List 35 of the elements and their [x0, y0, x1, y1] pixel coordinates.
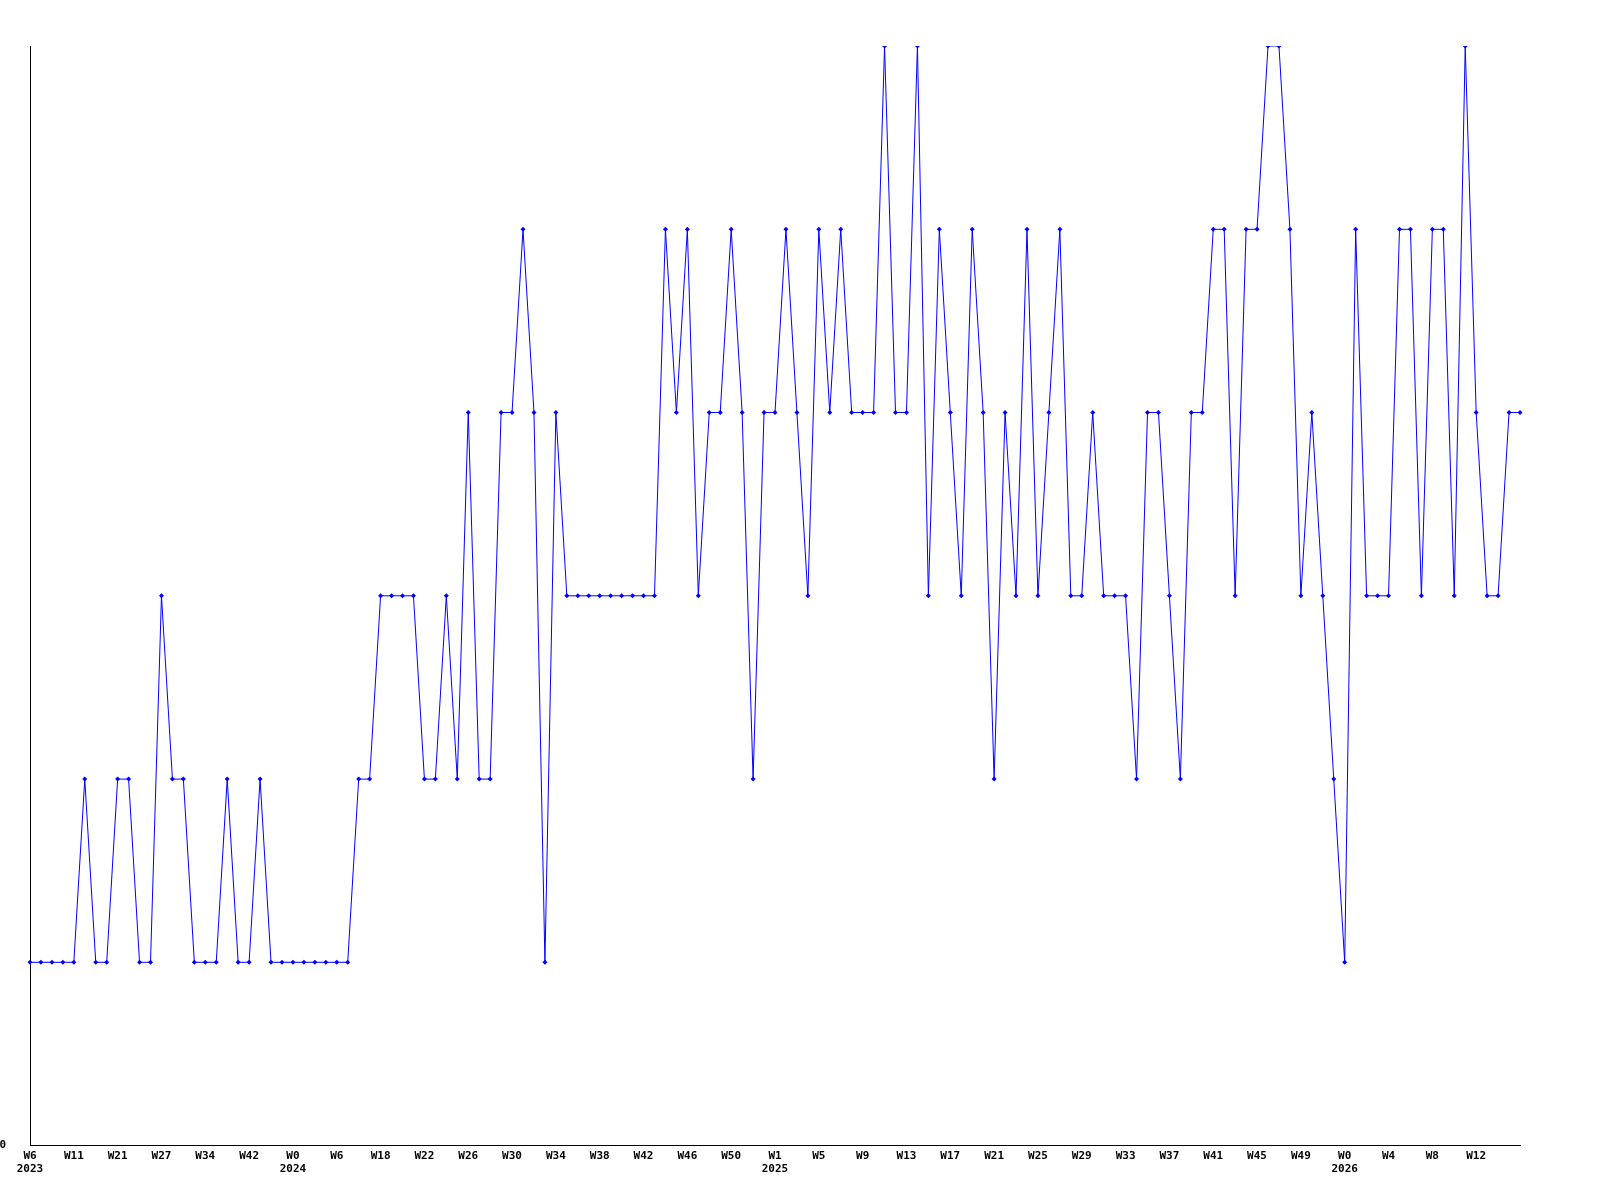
- x-tick-label: W4: [1381, 1149, 1396, 1163]
- x-tick-label: W33: [1115, 1149, 1136, 1163]
- x-tick-label: W34: [195, 1149, 216, 1163]
- x-tick-label: W21: [984, 1149, 1005, 1163]
- text: 0: [0, 1138, 6, 1152]
- x-tick-label: W50: [721, 1149, 742, 1163]
- x-tick-label: W12: [1466, 1149, 1487, 1163]
- x-tick-label: W26: [458, 1149, 479, 1163]
- x-tick-label: W25: [1028, 1149, 1048, 1163]
- x-tick-label: W8: [1425, 1149, 1439, 1163]
- x-tick-label: W37: [1159, 1149, 1180, 1163]
- x-tick-label: W34: [545, 1149, 567, 1163]
- x-tick-label: W5: [812, 1149, 826, 1163]
- x-tick-label: W30: [502, 1149, 522, 1163]
- x-tick-label: W6: [330, 1149, 344, 1163]
- x-tick-label: W0 2026: [1331, 1149, 1359, 1176]
- x-tick-label: W1 2025: [761, 1149, 789, 1176]
- x-tick-label: W38: [589, 1149, 610, 1163]
- x-tick-label: W45: [1247, 1149, 1267, 1163]
- x-tick-label: W49: [1290, 1149, 1311, 1163]
- x-tick-label: W21: [107, 1149, 128, 1163]
- x-tick-label: W41: [1203, 1149, 1224, 1163]
- x-tick-label: W42: [633, 1149, 654, 1163]
- x-tick-label: W17: [940, 1149, 961, 1163]
- x-tick-label: W9: [856, 1149, 870, 1163]
- x-tick-label: W6 2023: [16, 1149, 44, 1176]
- x-tick-label: W13: [896, 1149, 917, 1163]
- x-tick-label: W0 2024: [279, 1149, 307, 1176]
- x-tick-label: W18: [370, 1149, 391, 1163]
- x-tick-label: W22: [414, 1149, 435, 1163]
- x-tick-label: W27: [151, 1149, 172, 1163]
- x-tick-label: W42: [239, 1149, 260, 1163]
- x-tick-label: W46: [677, 1149, 698, 1163]
- x-tick-label: W29: [1071, 1149, 1092, 1163]
- x-tick-label: W11: [63, 1149, 85, 1163]
